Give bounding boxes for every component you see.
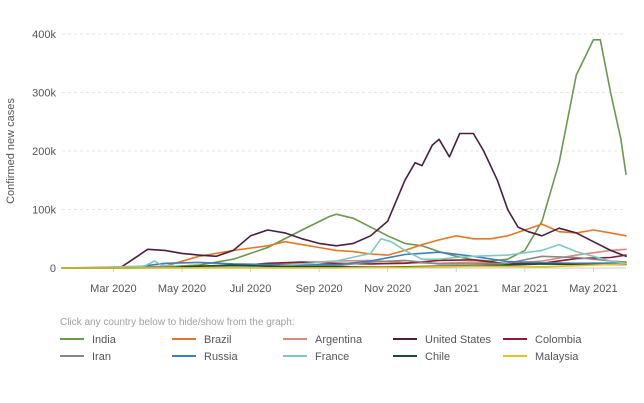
legend-item-iran[interactable]: Iran [60, 351, 111, 363]
y-tick-label: 300k [32, 88, 56, 100]
legend-label: Argentina [315, 334, 363, 346]
x-tick-label: Jan 2021 [434, 283, 479, 295]
y-axis-label: Confirmed new cases [5, 98, 17, 204]
x-tick-label: Sep 2020 [296, 283, 343, 295]
legend-item-united-states[interactable]: United States [393, 334, 492, 346]
legend-label: Chile [425, 351, 450, 363]
y-tick-label: 200k [32, 146, 56, 158]
legend-item-malaysia[interactable]: Malaysia [503, 351, 579, 363]
legend-label: Malaysia [535, 351, 579, 363]
series-line-united-states [61, 132, 627, 269]
legend-label: Brazil [204, 334, 232, 346]
legend-label: United States [425, 334, 492, 346]
x-tick-label: Mar 2021 [502, 283, 548, 295]
legend-label: France [315, 351, 349, 363]
x-axis: Mar 2020 May 2020 Jul 2020 Sep 2020 Nov 2020… [90, 268, 618, 295]
legend-label: Iran [92, 351, 111, 363]
legend-item-brazil[interactable]: Brazil [172, 334, 232, 346]
x-tick-label: Jul 2020 [230, 283, 272, 295]
x-tick-label: May 2021 [569, 283, 617, 295]
legend-label: Russia [204, 351, 239, 363]
x-tick-label: Nov 2020 [364, 283, 411, 295]
legend-item-colombia[interactable]: Colombia [503, 334, 582, 346]
legend-item-russia[interactable]: Russia [172, 351, 239, 363]
legend-item-chile[interactable]: Chile [393, 351, 450, 363]
legend-label: India [92, 334, 117, 346]
y-tick-label: 0 [50, 263, 56, 275]
legend-label: Colombia [535, 334, 582, 346]
series-line-russia [61, 251, 627, 269]
series-line-malaysia [61, 263, 627, 269]
x-tick-label: May 2020 [158, 283, 206, 295]
x-tick-label: Mar 2020 [90, 283, 136, 295]
legend-item-france[interactable]: France [283, 351, 349, 363]
legend-item-india[interactable]: India [60, 334, 117, 346]
y-tick-label: 100k [32, 205, 56, 217]
legend-item-argentina[interactable]: Argentina [283, 334, 363, 346]
plot-lines [61, 39, 627, 269]
y-tick-label: 400k [32, 29, 56, 41]
legend: India Brazil Argentina United States Colombi… [60, 334, 582, 363]
series-line-india [61, 39, 627, 269]
y-axis: 0 100k 200k 300k 400k [32, 29, 56, 275]
legend-hint: Click any country below to hide/show fro… [60, 317, 295, 328]
series-line-iran [61, 255, 627, 269]
grid [62, 33, 626, 269]
